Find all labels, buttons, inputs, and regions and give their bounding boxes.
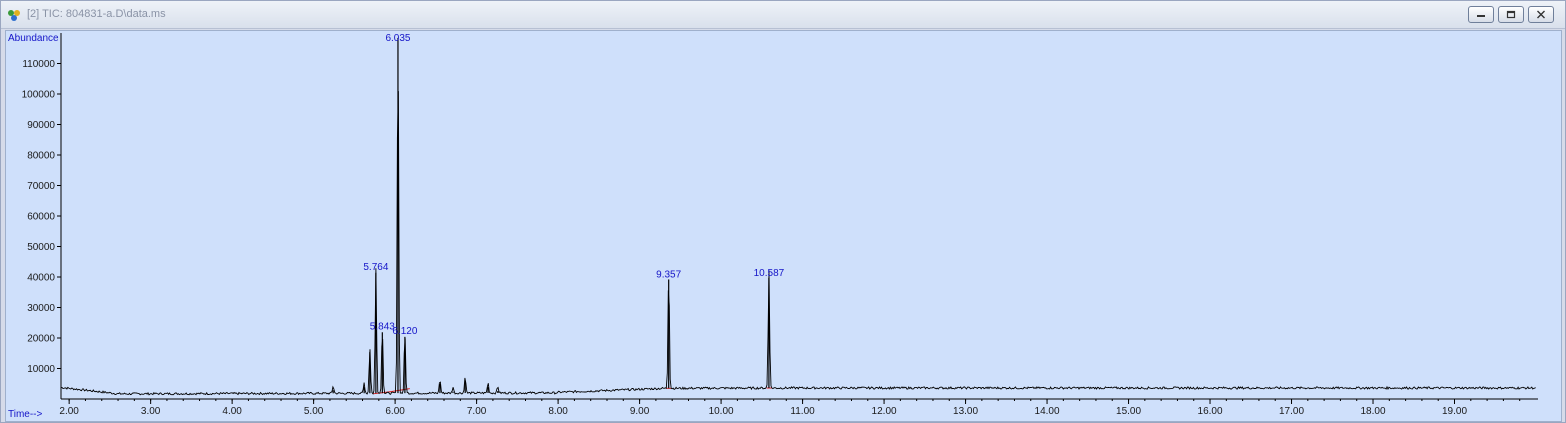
y-tick-label: 20000 (27, 334, 55, 345)
x-tick-label: 14.00 (1035, 406, 1060, 417)
y-tick-label: 110000 (22, 59, 55, 70)
x-tick-label: 18.00 (1361, 406, 1386, 417)
peak-label[interactable]: 10.587 (754, 268, 785, 279)
plot-area[interactable]: Abundance Time--> 2.00 3.00 4.00 5.00 6.00 7.… (5, 30, 1562, 422)
peak-label[interactable]: 9.357 (656, 270, 681, 281)
x-tick-label: 3.00 (141, 406, 161, 417)
x-tick-label: 2.00 (59, 406, 79, 417)
x-tick-label: 17.00 (1279, 406, 1304, 417)
x-tick-label: 19.00 (1442, 406, 1467, 417)
minimize-icon (1477, 15, 1485, 17)
chromatogram-chart: Abundance Time--> 2.00 3.00 4.00 5.00 6.00 7.… (8, 33, 1538, 420)
y-axis-label: Abundance (8, 33, 59, 44)
peak-label[interactable]: 5.764 (363, 262, 388, 273)
y-tick-label: 100000 (22, 90, 56, 101)
x-tick-label: 8.00 (548, 406, 568, 417)
x-tick-label: 11.00 (790, 406, 815, 417)
y-tick-label: 80000 (27, 151, 55, 162)
peak-label[interactable]: 5.843 (370, 321, 395, 332)
x-tick-label: 7.00 (467, 406, 487, 417)
tic-trace (61, 91, 1536, 396)
y-tick-label: 40000 (27, 273, 55, 284)
x-axis-label: Time--> (8, 409, 43, 420)
x-tick-label: 13.00 (953, 406, 978, 417)
x-tick-label: 6.00 (385, 406, 405, 417)
y-tick-label: 70000 (27, 181, 55, 192)
chemstation-app-icon (8, 10, 20, 21)
close-icon (1537, 10, 1545, 19)
peak-label[interactable]: 6.035 (385, 33, 410, 44)
y-tick-label: 10000 (27, 364, 55, 375)
x-tick-label: 4.00 (222, 406, 242, 417)
x-tick-label: 10.00 (709, 406, 734, 417)
x-tick-label: 9.00 (630, 406, 650, 417)
x-tick-label: 12.00 (872, 406, 897, 417)
window-title: [2] TIC: 804831-a.D\data.ms (27, 8, 166, 20)
peak-label[interactable]: 6.120 (392, 326, 417, 337)
y-tick-label: 30000 (27, 303, 55, 314)
minimize-button[interactable] (1468, 6, 1494, 23)
x-tick-label: 15.00 (1116, 406, 1141, 417)
restore-icon (1506, 10, 1516, 19)
y-tick-label: 50000 (27, 242, 55, 253)
x-tick-label: 5.00 (304, 406, 324, 417)
title-bar[interactable]: [2] TIC: 804831-a.D\data.ms (1, 1, 1565, 29)
x-tick-label: 16.00 (1198, 406, 1223, 417)
restore-button[interactable] (1498, 6, 1524, 23)
y-tick-label: 60000 (27, 212, 55, 223)
close-button[interactable] (1528, 6, 1554, 23)
y-tick-label: 90000 (27, 120, 55, 131)
